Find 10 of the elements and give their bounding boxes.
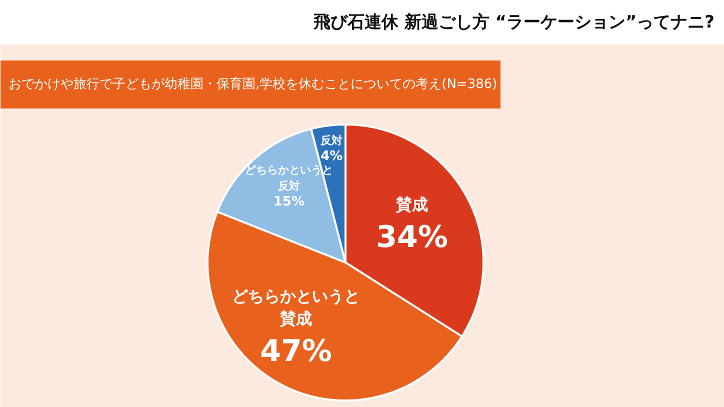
chart-subtitle: おでかけや旅行で子どもが幼稚園・保育園,学校を休むことについての考え(N=386) <box>8 76 498 92</box>
data-label: 15% <box>273 194 304 210</box>
data-label: 34% <box>376 220 448 255</box>
chart-title: 飛び石連休 新過ごし方 “ラーケーション”ってナニ? <box>312 12 715 32</box>
data-label: 4% <box>320 148 343 164</box>
slice-label: 賛成 <box>395 194 428 214</box>
data-label: 47% <box>260 334 332 370</box>
slice-label: どちらかというと反対 <box>244 164 333 192</box>
slice-label: 反対 <box>320 134 343 147</box>
slice-label: どちらかというと賛成 <box>232 286 360 328</box>
